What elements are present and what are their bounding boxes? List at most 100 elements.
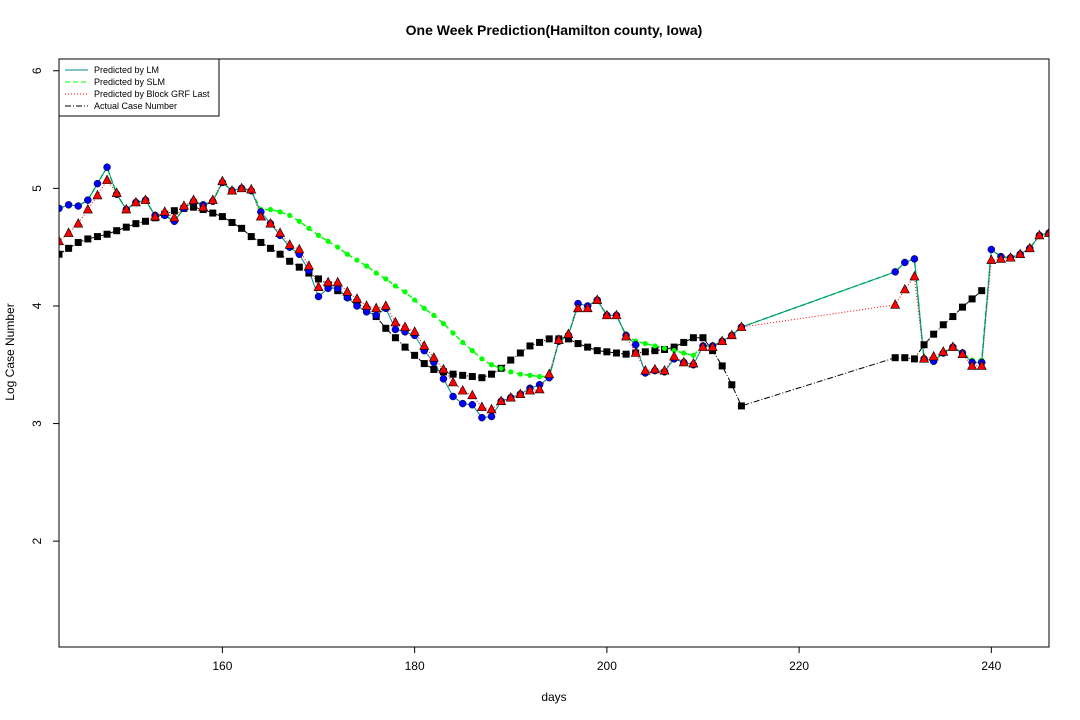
series-2-point	[919, 353, 930, 363]
x-tick-label: 160	[212, 659, 232, 673]
series-2-point	[303, 260, 314, 270]
series-3-point	[920, 341, 928, 349]
series-2-point	[899, 283, 910, 294]
series-2-point	[1034, 229, 1045, 240]
series-2-point	[486, 403, 497, 414]
series-3-point	[59, 250, 63, 258]
series-0-point	[449, 392, 457, 401]
series-3-point	[420, 360, 428, 368]
series-3-point	[459, 371, 467, 379]
series-3-point	[699, 334, 707, 342]
series-2-point	[1005, 252, 1016, 262]
series-2-point	[640, 364, 651, 375]
series-2-point	[323, 276, 334, 287]
series-3-point	[103, 230, 111, 238]
x-tick-label: 220	[789, 659, 809, 673]
series-2-point	[102, 174, 113, 184]
series-3-point	[737, 402, 745, 410]
series-layer	[59, 163, 1049, 422]
series-2-point	[428, 352, 439, 362]
series-0-point	[84, 196, 92, 204]
y-tick-label: 2	[30, 538, 44, 545]
series-3-point	[276, 250, 284, 258]
series-2-point	[390, 316, 401, 327]
series-2-point	[678, 356, 689, 367]
series-2-point	[371, 302, 382, 313]
series-3-point	[190, 203, 198, 211]
series-2-point	[1024, 242, 1035, 253]
series-3-point	[430, 365, 438, 373]
series-2-point	[150, 210, 161, 221]
y-tick-label: 4	[30, 302, 44, 309]
series-2-point	[611, 309, 622, 320]
series-3-point	[382, 324, 390, 332]
series-1-point	[536, 373, 543, 380]
series-2-point	[59, 235, 64, 246]
series-3-point	[84, 235, 92, 243]
series-3-point	[536, 338, 544, 346]
series-2-point	[438, 363, 449, 374]
series-3-point	[593, 347, 601, 355]
series-2-point	[294, 243, 305, 254]
y-axis-label: Log Case Number	[3, 303, 17, 400]
series-1-point	[508, 369, 514, 375]
series-0-point	[353, 302, 361, 310]
series-0-point	[468, 400, 477, 409]
series-2-point	[890, 299, 901, 309]
series-2-point	[688, 357, 699, 368]
series-2-point	[198, 201, 209, 211]
x-axis-label: days	[541, 690, 566, 704]
series-1-point	[383, 276, 389, 282]
series-0-point	[439, 375, 448, 383]
series-1-point	[479, 356, 485, 362]
series-3-point	[478, 374, 486, 382]
series-2-point	[563, 328, 574, 338]
series-2-point	[947, 341, 958, 351]
series-2-point	[227, 185, 238, 195]
series-3-point	[122, 223, 130, 231]
series-3-point	[391, 334, 399, 342]
series-2-point	[707, 341, 718, 351]
series-2-point	[726, 329, 737, 340]
series-3-point	[978, 287, 986, 295]
series-0-point	[631, 341, 640, 349]
series-2-point	[582, 302, 593, 313]
series-1-point	[373, 270, 379, 276]
series-3-point	[315, 275, 323, 283]
series-3-point	[170, 207, 178, 215]
series-0-point	[74, 202, 82, 210]
series-3-point	[228, 218, 236, 226]
series-0-point	[391, 325, 400, 334]
series-2-point	[496, 395, 507, 406]
series-2-point	[188, 194, 199, 204]
series-2-point	[121, 203, 132, 214]
series-3-point	[526, 342, 534, 350]
series-2-point	[275, 227, 286, 237]
series-1-point	[354, 257, 360, 263]
series-2-point	[313, 281, 324, 291]
series-2-point	[73, 217, 84, 228]
series-3-point	[584, 343, 592, 351]
x-tick-label: 200	[597, 659, 617, 673]
series-1-point	[690, 352, 696, 358]
series-1-point	[460, 339, 466, 346]
series-0-point	[901, 258, 909, 267]
series-3-point	[238, 224, 246, 232]
series-3-point	[901, 354, 909, 362]
series-2-point	[909, 270, 920, 281]
series-1-point	[277, 209, 283, 215]
series-3-point	[113, 227, 121, 235]
series-2-point	[265, 217, 276, 228]
series-2-point	[217, 175, 228, 186]
series-2-point	[284, 239, 295, 249]
series-1-point	[440, 321, 447, 327]
y-tick-label: 3	[30, 420, 44, 427]
series-2-point	[140, 194, 151, 204]
series-2-point	[457, 384, 468, 395]
series-3-point	[949, 313, 957, 321]
series-2-point	[717, 335, 728, 346]
series-3-point	[295, 263, 303, 271]
series-2-point	[419, 340, 430, 350]
series-3-point	[689, 334, 697, 342]
